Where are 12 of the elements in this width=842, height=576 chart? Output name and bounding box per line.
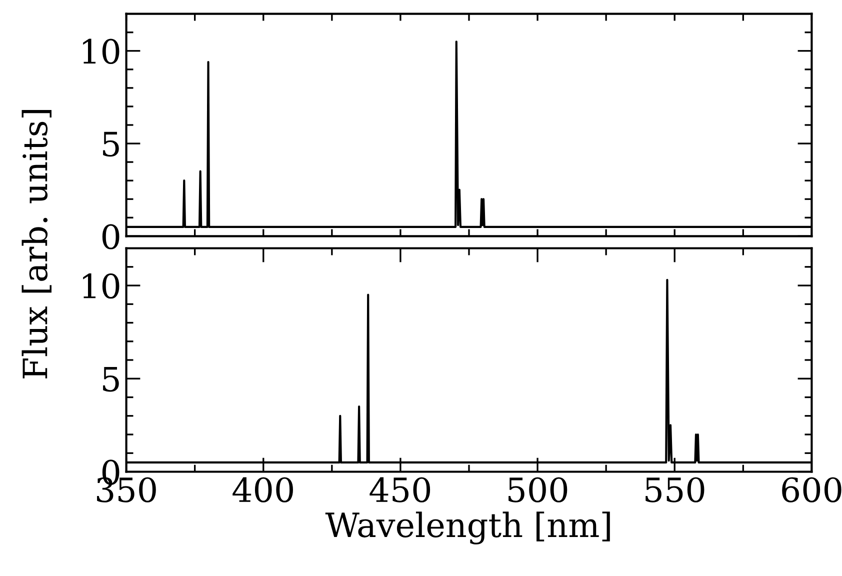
x-tick-label: 500 <box>508 477 568 502</box>
x-axis-title: Wavelength [nm] <box>325 512 610 544</box>
x-tick-label: 450 <box>370 477 430 502</box>
y-tick-label: 0 <box>102 224 120 250</box>
y-tick-label: 5 <box>103 132 119 157</box>
y-tick-label: 5 <box>103 366 119 392</box>
y-tick-label: 10 <box>83 38 120 64</box>
y-tick-label: 10 <box>83 273 120 299</box>
x-tick-label: 550 <box>646 477 704 502</box>
x-tick-label: 600 <box>782 477 842 502</box>
x-tick-label: 400 <box>232 477 293 502</box>
y-axis-title: Flux [arb. units] <box>22 110 52 378</box>
